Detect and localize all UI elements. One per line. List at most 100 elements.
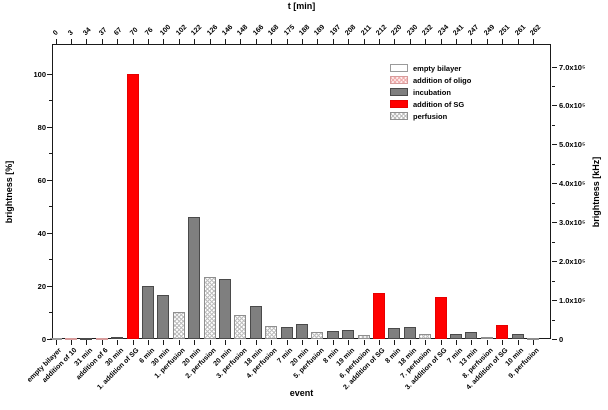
x-tick <box>317 340 319 345</box>
x-tick <box>378 340 380 345</box>
t-tick <box>132 39 134 44</box>
t-tick <box>178 39 180 44</box>
y-left-tick <box>47 232 52 234</box>
x-tick <box>194 340 196 345</box>
t-tick-label: 148 <box>236 23 250 37</box>
t-tick <box>255 39 257 44</box>
bar <box>234 315 247 339</box>
x-tick <box>147 340 149 345</box>
x-tick <box>425 340 427 345</box>
t-tick-label: 100 <box>159 23 173 37</box>
t-tick-label: 197 <box>328 23 342 37</box>
t-tick <box>147 39 149 44</box>
y-right-axis-title: brightness [kHz] <box>591 156 601 228</box>
t-tick-label: 34 <box>82 26 93 37</box>
bar <box>342 329 355 339</box>
y-right-tick-label: 4.0x10⁵ <box>559 179 586 189</box>
y-right-tick-label: 6.0x10⁵ <box>559 101 586 111</box>
legend-item-empty-bilayer: empty bilayer <box>390 63 471 73</box>
y-left-tick-label: 20 <box>37 281 46 291</box>
x-tick <box>86 340 88 345</box>
y-right-tick-label: 2.0x10⁵ <box>559 257 586 267</box>
x-tick <box>271 340 273 345</box>
x-tick <box>132 340 134 345</box>
x-tick <box>455 340 457 345</box>
t-tick <box>440 39 442 44</box>
x-axis-title: event <box>289 388 314 398</box>
y-left-axis-title: brightness [%] <box>4 160 14 224</box>
bar <box>218 279 231 339</box>
t-tick <box>532 39 534 44</box>
t-tick-label: 241 <box>451 23 466 37</box>
y-right-tick <box>552 261 557 263</box>
bar <box>64 337 77 340</box>
t-tick <box>117 39 119 44</box>
bar <box>357 335 370 339</box>
y-right-minor-tick <box>552 163 555 165</box>
t-tick-label: 3 <box>66 29 75 37</box>
bar <box>419 333 432 339</box>
y-right-tick <box>552 66 557 68</box>
x-tick <box>163 340 165 345</box>
y-left-tick <box>47 179 52 181</box>
incubation-swatch-icon <box>390 88 408 96</box>
x-tick <box>502 340 504 345</box>
y-left-tick-label: 0 <box>41 335 46 344</box>
t-tick <box>332 39 334 44</box>
y-left-tick-label: 60 <box>37 175 46 185</box>
y-left-tick-label: 80 <box>37 122 46 132</box>
y-right-tick <box>552 144 557 146</box>
legend-label: addition of SG <box>413 99 465 109</box>
y-right-tick-label: 1.0x10⁵ <box>559 296 586 306</box>
t-tick-label: 261 <box>513 23 527 37</box>
t-tick-label: 232 <box>421 23 435 37</box>
y-left-minor-tick <box>49 100 52 102</box>
bar <box>372 292 385 339</box>
perfusion-swatch-icon <box>390 112 408 120</box>
bar <box>311 332 324 339</box>
bar <box>157 295 170 339</box>
x-tick <box>394 340 396 345</box>
t-tick-label: 0 <box>51 29 60 37</box>
addition-of-oligo-swatch-icon <box>390 76 408 84</box>
bar <box>95 337 108 340</box>
t-tick-label: 249 <box>482 23 496 37</box>
y-right-tick-label: 3.0x10⁵ <box>559 218 586 228</box>
bar <box>172 312 185 339</box>
t-tick <box>425 39 427 44</box>
top-axis-title: t [min] <box>287 1 316 11</box>
t-tick <box>163 39 165 44</box>
t-tick <box>517 39 519 44</box>
t-tick <box>101 39 103 44</box>
y-right-tick <box>552 300 557 302</box>
bar <box>111 337 124 340</box>
t-tick-label: 247 <box>467 23 481 37</box>
y-right-minor-tick <box>552 241 555 243</box>
bar <box>388 328 401 339</box>
x-tick <box>255 340 257 345</box>
t-tick-label: 251 <box>498 23 512 37</box>
x-tick <box>517 340 519 345</box>
x-tick <box>301 340 303 345</box>
x-tick <box>55 340 57 345</box>
y-right-tick-label: 5.0x10⁵ <box>559 140 586 150</box>
t-tick-label: 102 <box>174 23 188 37</box>
x-tick <box>101 340 103 345</box>
t-tick <box>86 39 88 44</box>
t-tick-label: 262 <box>528 23 543 37</box>
t-tick <box>301 39 303 44</box>
t-tick <box>378 39 380 44</box>
empty-bilayer-swatch-icon <box>390 64 408 72</box>
t-tick <box>394 39 396 44</box>
t-tick <box>409 39 411 44</box>
legend-item-addition-of-sg: addition of SG <box>390 99 471 109</box>
y-right-minor-tick <box>552 202 555 204</box>
legend-item-perfusion: perfusion <box>390 111 471 121</box>
y-right-minor-tick <box>552 124 555 126</box>
legend-label: incubation <box>413 87 451 97</box>
y-right-tick-label: 0 <box>559 335 564 344</box>
x-tick <box>117 340 119 345</box>
t-tick-label: 76 <box>143 26 155 37</box>
y-left-tick-label: 40 <box>37 228 46 238</box>
x-tick <box>471 340 473 345</box>
